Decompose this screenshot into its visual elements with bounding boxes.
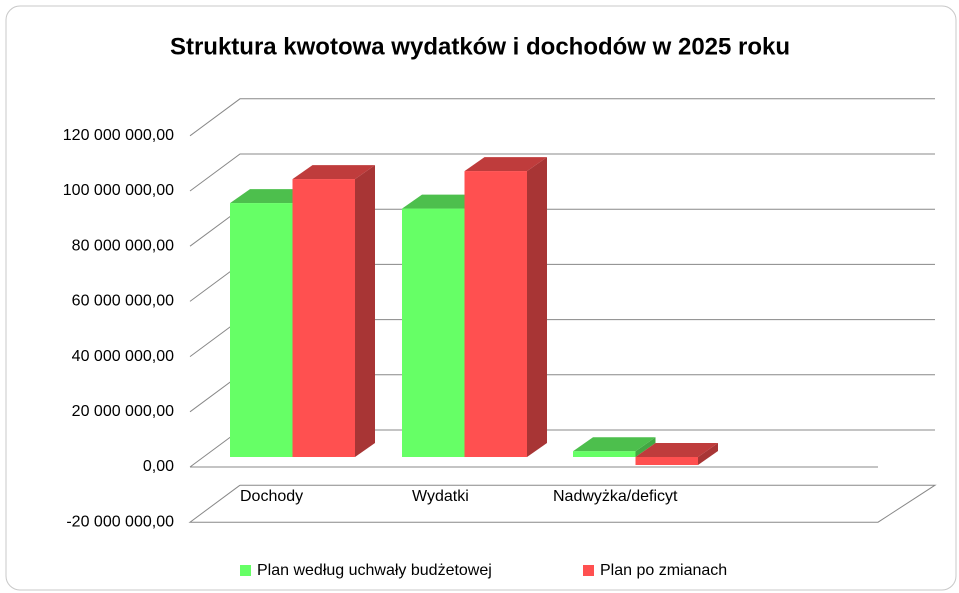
grid-line [189,153,935,192]
x-tick-label: Dochody [240,488,303,505]
y-tick-label: 0,00 [143,458,174,475]
x-tick-label: Nadwyżka/deficyt [553,488,678,505]
bar [230,203,293,457]
legend-swatch [240,565,251,576]
floor-outline [188,484,937,523]
bar [402,208,465,457]
bar-top [635,443,718,457]
y-tick-label: 20 000 000,00 [72,403,174,420]
bar-side [635,437,656,457]
y-tick-label: 80 000 000,00 [72,237,174,254]
x-tick-label: Wydatki [412,488,469,505]
bar-side [527,157,547,457]
legend-label: Plan według uchwały budżetowej [257,562,492,579]
bar-top [230,189,313,204]
bar [635,457,698,466]
bar-top [573,437,656,452]
bar-side [355,165,375,457]
bar [292,179,355,457]
y-tick-label: 60 000 000,00 [72,293,174,310]
bar [573,451,636,457]
chart-title: Struktura kwotowa wydatków i dochodów w … [170,33,790,60]
y-tick-label: 120 000 000,00 [63,127,174,144]
grid-line [189,98,935,137]
bar-side [698,443,718,466]
bar-top [292,165,375,180]
bar [464,171,527,457]
bar-top [402,194,485,209]
y-tick-label: 40 000 000,00 [72,348,174,365]
legend-swatch [583,565,594,576]
y-tick-label: -20 000 000,00 [66,513,174,530]
legend-label: Plan po zmianach [600,562,727,579]
y-tick-label: 100 000 000,00 [63,182,174,199]
bar-top [464,157,547,172]
